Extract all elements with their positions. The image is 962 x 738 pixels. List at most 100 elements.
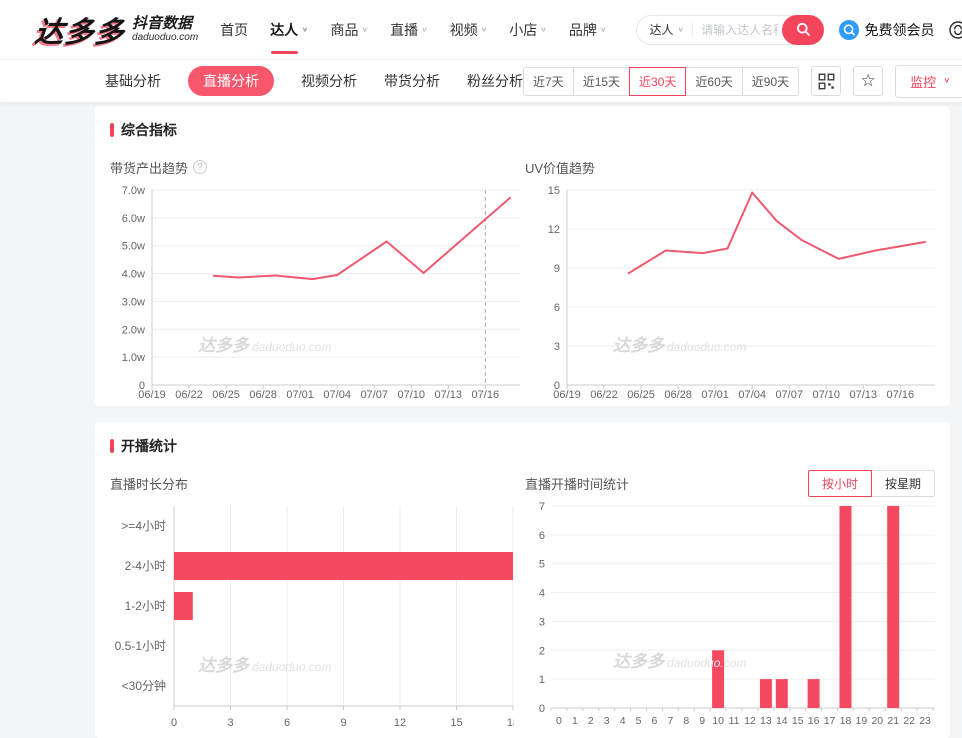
nav-item-6[interactable]: 品牌 ∨	[569, 0, 607, 60]
sales-trend-chart: 0 1.0w 2.0w 3.0w 4.0w 5.0w 6.0w 7.0w 06/19 06/22 0…	[110, 182, 520, 400]
nav-item-5[interactable]: 小店 ∨	[509, 0, 547, 60]
svg-text:9: 9	[340, 717, 346, 729]
chevron-down-icon: ∨	[480, 25, 488, 33]
toggle-by-hour[interactable]: 按小时	[807, 469, 872, 497]
chevron-down-icon: ∨	[361, 25, 369, 33]
svg-text:6: 6	[284, 717, 290, 729]
search-category-select[interactable]: 达人 ∨	[637, 22, 694, 37]
logo-wordmark: 达多多	[33, 16, 127, 49]
date-range-3[interactable]: 近60天	[685, 66, 743, 96]
nav-item-label: 视频	[449, 21, 478, 38]
svg-text:07/16: 07/16	[887, 389, 915, 400]
svg-text:07/16: 07/16	[472, 389, 500, 400]
svg-text:6.0w: 6.0w	[122, 213, 145, 225]
date-range-1[interactable]: 近15天	[572, 66, 631, 96]
svg-text:0: 0	[139, 380, 145, 392]
chart-title-duration: 直播时长分布	[110, 476, 189, 492]
svg-text:6: 6	[652, 715, 658, 727]
svg-text:07/04: 07/04	[323, 389, 351, 400]
section-accent-bar	[110, 439, 114, 453]
nav-item-3[interactable]: 直播 ∨	[390, 0, 428, 60]
svg-text:21: 21	[887, 715, 899, 727]
svg-text:12: 12	[548, 224, 560, 236]
svg-text:3: 3	[227, 717, 233, 729]
favorite-star-button[interactable]: ☆	[853, 66, 884, 96]
svg-text:0.5-1小时: 0.5-1小时	[115, 639, 166, 653]
svg-text:13: 13	[760, 715, 772, 727]
svg-text:06/25: 06/25	[212, 389, 240, 400]
svg-text:1.0w: 1.0w	[122, 352, 145, 364]
svg-text:07/07: 07/07	[360, 389, 388, 400]
svg-text:07/13: 07/13	[435, 389, 463, 400]
date-range-4[interactable]: 近90天	[741, 66, 800, 96]
svg-text:6: 6	[539, 530, 545, 542]
chart-title-uv-trend: UV价值趋势	[525, 160, 596, 176]
chart-block-duration: 直播时长分布 0 3 6 9 12 15 18 >=4小时 2-4小时 1-2小时 0.5-1小时 <…	[110, 470, 520, 732]
chevron-down-icon: ∨	[540, 25, 547, 33]
free-vip-action[interactable]: 免费领会员	[839, 19, 935, 40]
nav-item-label: 小店	[509, 21, 538, 38]
content: 综合指标 带货产出趋势 ? 0 1.0w 2.0w 3.0w 4.0w 5.0w 6.0w 7…	[0, 103, 962, 738]
svg-text:3.0w: 3.0w	[122, 296, 145, 308]
tab-4[interactable]: 粉丝分析	[467, 73, 523, 89]
svg-text:07/01: 07/01	[701, 389, 729, 400]
date-range-0[interactable]: 近7天	[523, 66, 574, 96]
search-button[interactable]	[782, 14, 825, 45]
svg-text:18: 18	[507, 717, 514, 729]
tab-0[interactable]: 基础分析	[105, 73, 161, 89]
svg-text:16: 16	[808, 715, 820, 727]
svg-text:<30分钟: <30分钟	[122, 678, 166, 693]
svg-text:1-2小时: 1-2小时	[125, 599, 166, 613]
nav-item-0[interactable]: 首页	[220, 0, 248, 60]
svg-text:5: 5	[539, 559, 545, 571]
svg-text:06/22: 06/22	[175, 389, 203, 400]
chart-title-sales-trend: 带货产出趋势 ?	[110, 154, 520, 180]
section-accent-bar	[110, 123, 114, 137]
chart-block-sales-trend: 带货产出趋势 ? 0 1.0w 2.0w 3.0w 4.0w 5.0w 6.0w 7.0w 06…	[110, 154, 520, 400]
svg-text:>=4小时: >=4小时	[121, 519, 166, 533]
svg-text:4: 4	[539, 588, 545, 600]
monitor-button[interactable]: 监控 ∨	[895, 64, 962, 98]
search-category-value: 达人	[649, 23, 674, 37]
toggle-by-week[interactable]: 按星期	[870, 469, 935, 497]
svg-text:0: 0	[556, 715, 562, 727]
svg-text:7: 7	[667, 715, 673, 727]
app-header: 达多多 抖音数据 daduoduo.com 首页 达人 ∨ 商品 ∨ 直播 ∨ 视频 ∨ 小店 ∨ 品…	[0, 0, 962, 60]
svg-text:15: 15	[548, 185, 560, 197]
card-broadcast-stats: 开播统计 直播时长分布 0369121518>=4小时2-4小时1-2小时0.5…	[95, 422, 950, 738]
nav-item-2[interactable]: 商品 ∨	[331, 0, 369, 60]
customer-service-icon	[839, 19, 860, 40]
svg-text:5: 5	[636, 715, 642, 727]
date-range-2[interactable]: 近30天	[629, 66, 687, 96]
nav-item-1[interactable]: 达人 ∨	[270, 0, 309, 60]
logo[interactable]: 达多多 抖音数据 daduoduo.com	[33, 9, 199, 51]
svg-text:2.0w: 2.0w	[122, 324, 145, 336]
miniprogram-action[interactable]: 小程序	[949, 20, 962, 40]
svg-text:06/19: 06/19	[553, 389, 581, 400]
logo-domain: daduoduo.com	[132, 32, 199, 44]
tab-1[interactable]: 直播分析	[188, 66, 274, 96]
svg-text:22: 22	[903, 715, 915, 727]
svg-text:07/04: 07/04	[738, 389, 766, 400]
svg-text:06/19: 06/19	[138, 389, 166, 400]
help-icon[interactable]: ?	[193, 160, 208, 174]
svg-text:11: 11	[729, 715, 740, 727]
analysis-toolbar: 基础分析 直播分析 视频分析 带货分析 粉丝分析 近7天 近15天 近30天 近60天 近90天…	[0, 60, 962, 103]
svg-text:8: 8	[683, 715, 689, 727]
svg-text:3: 3	[539, 616, 545, 628]
svg-text:14: 14	[776, 715, 788, 727]
svg-text:0: 0	[171, 717, 177, 729]
logo-subtitle: 抖音数据	[132, 14, 193, 32]
nav-item-4[interactable]: 视频 ∨	[450, 0, 488, 60]
search-input[interactable]	[693, 22, 783, 37]
svg-text:06/28: 06/28	[249, 389, 277, 400]
qr-grid-icon	[818, 73, 835, 89]
free-vip-label: 免费领会员	[864, 21, 935, 38]
tab-3[interactable]: 带货分析	[384, 73, 440, 89]
svg-text:07/13: 07/13	[850, 389, 878, 400]
card-overview: 综合指标 带货产出趋势 ? 0 1.0w 2.0w 3.0w 4.0w 5.0w 6.0w 7…	[95, 106, 950, 406]
nav-item-label: 商品	[330, 21, 359, 38]
svg-text:07/01: 07/01	[286, 389, 314, 400]
qr-grid-button[interactable]	[811, 66, 842, 96]
tab-2[interactable]: 视频分析	[301, 73, 357, 89]
